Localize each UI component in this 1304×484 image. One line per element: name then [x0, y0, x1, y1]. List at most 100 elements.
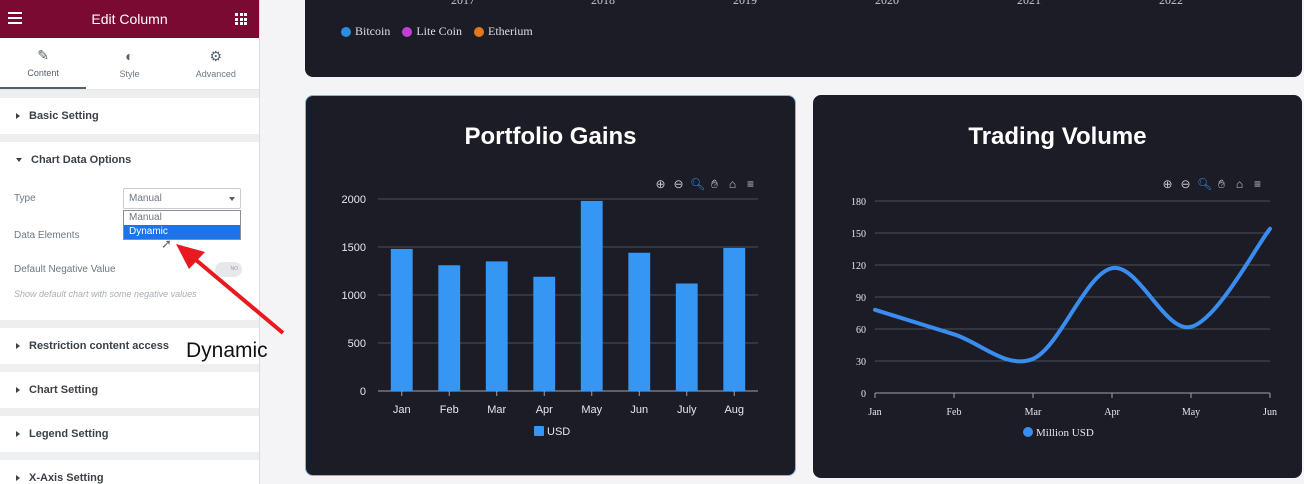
home-reset-icon[interactable]: ⌂ [1235, 177, 1244, 191]
x-tick-label: 2018 [591, 0, 615, 7]
trading-volume-card: Trading Volume ⊕ ⊖ 🔍︎ ✋︎ ⌂ ≡ 0 30 60 90 120 1… [813, 95, 1302, 478]
chart-title: Trading Volume [968, 123, 1147, 150]
section-chart-setting[interactable]: Chart Setting [0, 372, 259, 408]
menu-icon[interactable]: ≡ [1253, 177, 1261, 191]
legend-item-litecoin[interactable]: Lite Coin [402, 24, 462, 39]
caret-right-icon [16, 343, 20, 349]
legend-swatch [1023, 427, 1033, 437]
section-basic-setting[interactable]: Basic Setting [0, 98, 259, 134]
toggle-state: NO [230, 266, 239, 272]
x-tick-label: July [677, 404, 697, 416]
tab-style-label: Style [119, 69, 140, 79]
data-elements-label: Data Elements [14, 230, 80, 241]
tab-content[interactable]: ✎ Content [0, 38, 87, 89]
x-tick-label: 2020 [875, 0, 899, 7]
pan-hand-icon[interactable]: ✋︎ [711, 177, 718, 191]
bar [485, 261, 508, 391]
section-label: X-Axis Setting [29, 472, 104, 484]
crypto-legend: Bitcoin Lite Coin Etherium [341, 24, 533, 39]
y-tick-label: 0 [861, 389, 866, 400]
type-option-dynamic[interactable]: Dynamic [124, 225, 240, 239]
mouse-pointer-icon: ➚ [161, 236, 172, 251]
chart-toolbar: ⊕ ⊖ 🔍︎ ✋︎ ⌂ ≡ [654, 178, 757, 191]
section-legend-setting[interactable]: Legend Setting [0, 416, 259, 452]
x-tick-label: Jun [1263, 407, 1277, 418]
series-line [873, 226, 1272, 364]
sidebar-tabs: ✎ Content ◐ Style ⚙ Advanced [0, 38, 259, 90]
tab-advanced-label: Advanced [195, 69, 236, 79]
home-reset-icon[interactable]: ⌂ [728, 177, 737, 191]
gear-icon: ⚙ [209, 48, 223, 64]
bar [628, 252, 651, 391]
menu-icon[interactable]: ≡ [746, 177, 754, 191]
legend-label: Etherium [488, 24, 533, 38]
zoom-out-icon[interactable]: ⊖ [1180, 177, 1191, 191]
x-tick-label: Jan [868, 407, 881, 418]
bar [533, 276, 556, 391]
zoom-in-icon[interactable]: ⊕ [655, 177, 666, 191]
legend-item-etherium[interactable]: Etherium [474, 24, 533, 39]
caret-right-icon [16, 475, 20, 481]
legend-label: USD [547, 426, 570, 438]
section-xaxis-setting[interactable]: X-Axis Setting [0, 460, 259, 484]
legend-swatch [534, 426, 544, 436]
section-chart-data-options[interactable]: Chart Data Options [0, 142, 259, 178]
zoom-in-icon[interactable]: ⊕ [1162, 177, 1173, 191]
pencil-icon: ✎ [37, 47, 50, 63]
portfolio-gains-plot: 0 500 1000 1500 2000 Jan Feb Mar Apr May Jun July Au… [342, 194, 758, 438]
portfolio-gains-card: Portfolio Gains ⊕ ⊖ 🔍︎ ✋︎ ⌂ ≡ 0 500 1000 15… [305, 95, 796, 476]
section-label: Legend Setting [29, 428, 109, 440]
pan-hand-icon[interactable]: ✋︎ [1218, 177, 1225, 191]
x-tick-label: 2017 [451, 0, 475, 7]
negative-value-toggle[interactable]: NO [215, 262, 242, 277]
legend-dot [474, 26, 485, 37]
chart-title: Portfolio Gains [464, 123, 637, 150]
x-tick-label: May [1182, 407, 1200, 418]
hamburger-menu-icon[interactable] [8, 12, 22, 24]
y-tick-label: 180 [851, 197, 866, 208]
type-option-manual[interactable]: Manual [129, 212, 162, 223]
y-tick-label: 500 [348, 338, 366, 350]
section-label: Restriction content access [29, 340, 169, 352]
y-tick-label: 0 [360, 386, 366, 398]
x-tick-label: 2022 [1159, 0, 1183, 7]
x-tick-label: Jan [393, 404, 411, 416]
bar [675, 283, 698, 391]
y-tick-label: 2000 [342, 194, 366, 206]
caret-right-icon [16, 387, 20, 393]
zoom-out-icon[interactable]: ⊖ [673, 177, 684, 191]
type-select[interactable]: Manual [123, 188, 241, 209]
tab-content-label: Content [27, 68, 59, 78]
bar [438, 265, 461, 391]
x-tick-label: Mar [1025, 407, 1042, 418]
caret-right-icon [16, 431, 20, 437]
y-tick-label: 1500 [342, 242, 366, 254]
y-tick-label: 30 [856, 357, 866, 368]
x-tick-label: Jun [630, 404, 648, 416]
x-tick-label: Feb [947, 407, 962, 418]
x-tick-label: 2021 [1017, 0, 1041, 7]
y-tick-label: 150 [851, 229, 866, 240]
tab-style[interactable]: ◐ Style [86, 38, 172, 89]
sidebar-title: Edit Column [91, 11, 168, 27]
x-tick-label: 2019 [733, 0, 757, 7]
selection-zoom-icon[interactable]: 🔍︎ [1197, 177, 1213, 191]
editor-sidebar: Edit Column ✎ Content ◐ Style ⚙ Advanced… [0, 0, 260, 484]
legend-item-bitcoin[interactable]: Bitcoin [341, 24, 390, 39]
chart-data-options-panel: Type Manual Manual Dynamic Data Elements… [0, 178, 259, 320]
selection-zoom-icon[interactable]: 🔍︎ [690, 177, 706, 191]
bar [723, 247, 746, 391]
legend-label: Lite Coin [416, 24, 463, 38]
legend-label: Bitcoin [355, 24, 391, 38]
type-select-value: Manual [129, 193, 162, 204]
sidebar-header: Edit Column [0, 0, 259, 38]
chevron-down-icon [229, 197, 235, 201]
widgets-grid-icon[interactable] [235, 13, 247, 25]
trading-volume-plot: 0 30 60 90 120 150 180 Jan Feb Mar Apr May Jun Millio… [851, 197, 1277, 439]
contrast-icon: ◐ [125, 48, 134, 64]
legend-dot [402, 26, 413, 37]
y-tick-label: 1000 [342, 290, 366, 302]
negative-value-help: Show default chart with some negative va… [14, 289, 197, 299]
tab-advanced[interactable]: ⚙ Advanced [173, 38, 259, 89]
x-tick-label: Feb [440, 404, 459, 416]
